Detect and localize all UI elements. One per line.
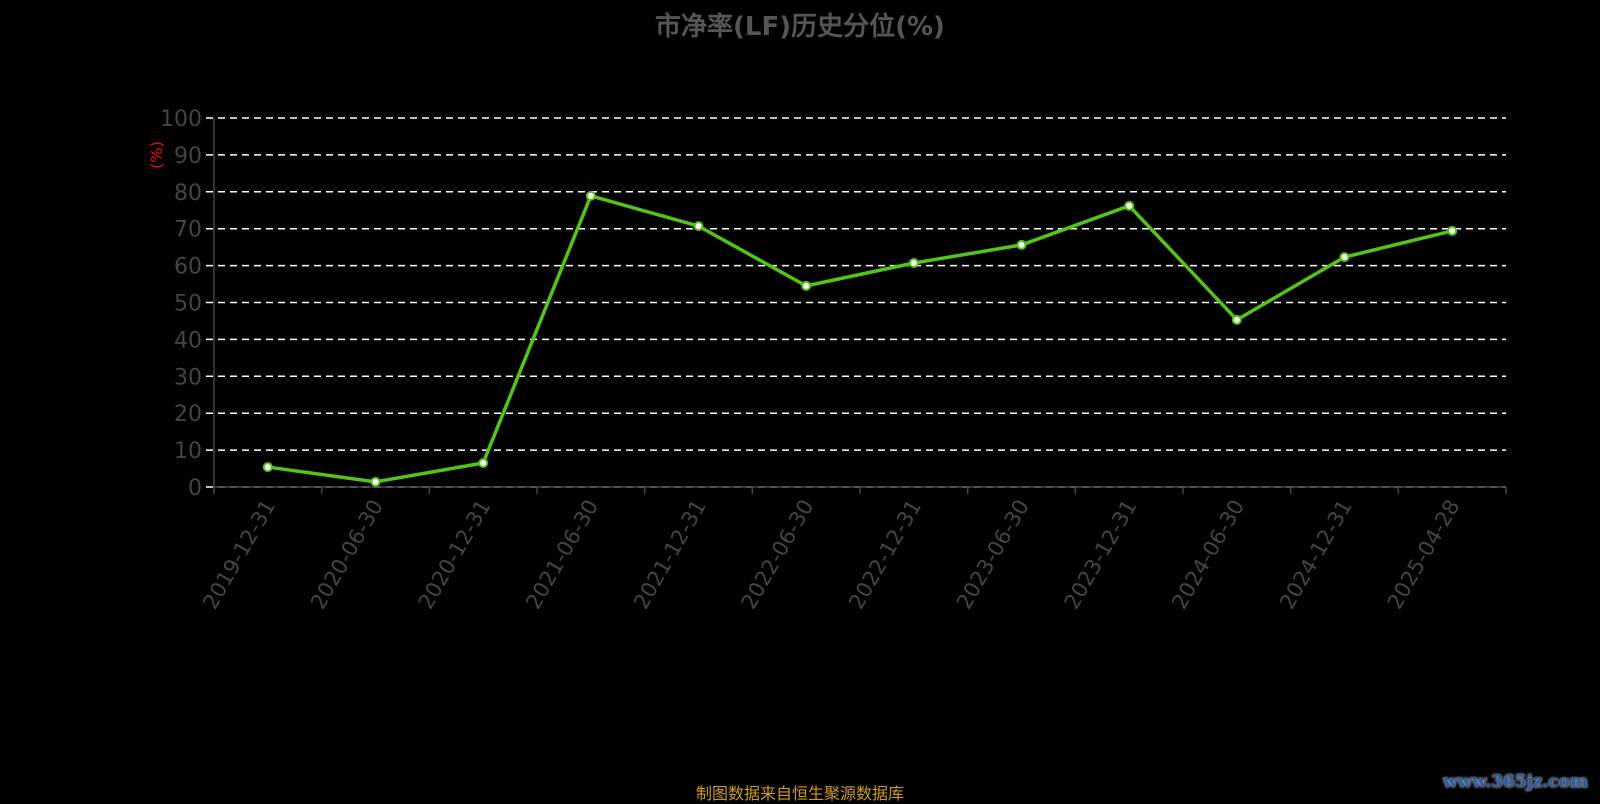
- data-point: [1447, 225, 1458, 236]
- data-source-footer: 制图数据来自恒生聚源数据库: [695, 784, 904, 803]
- data-point: [908, 258, 919, 269]
- y-tick-label: 100: [160, 107, 202, 132]
- data-point: [370, 476, 381, 487]
- x-tick-label: 2023-12-31: [1060, 496, 1142, 614]
- y-tick-label: 80: [174, 181, 202, 206]
- data-point: [1231, 314, 1242, 325]
- x-tick-label: 2020-12-31: [414, 496, 496, 614]
- x-tick-label: 2022-12-31: [844, 496, 926, 614]
- x-tick-label: 2024-06-30: [1167, 496, 1249, 614]
- data-point: [262, 462, 273, 473]
- x-tick-label: 2021-12-31: [629, 496, 711, 614]
- x-tick-label: 2025-04-28: [1383, 496, 1465, 614]
- chart-title: 市净率(LF)历史分位(%): [655, 12, 945, 42]
- data-point: [1339, 252, 1350, 263]
- y-tick-label: 30: [174, 365, 202, 390]
- data-point: [1124, 200, 1135, 211]
- x-tick-label: 2022-06-30: [737, 496, 819, 614]
- data-point: [1016, 239, 1027, 250]
- x-tick-label: 2021-06-30: [521, 496, 603, 614]
- watermark-logo: www.365jz.com: [1443, 772, 1588, 792]
- data-point: [693, 221, 704, 232]
- data-point: [478, 458, 489, 469]
- y-tick-label: 0: [188, 476, 202, 501]
- series-line: [267, 194, 1453, 484]
- y-tick-label: 40: [174, 328, 202, 353]
- y-tick-label: 60: [174, 255, 202, 280]
- y-axis-label: (%): [147, 141, 166, 169]
- y-tick-label: 70: [174, 218, 202, 243]
- x-tick-label: 2020-06-30: [306, 496, 388, 614]
- x-tick-label: 2023-06-30: [952, 496, 1034, 614]
- data-point: [801, 280, 812, 291]
- y-tick-label: 10: [174, 439, 202, 464]
- x-tick-label: 2024-12-31: [1275, 496, 1357, 614]
- y-tick-label: 90: [174, 144, 202, 169]
- x-tick-label: 2019-12-31: [198, 496, 280, 614]
- data-point: [585, 190, 596, 201]
- y-tick-label: 20: [174, 402, 202, 427]
- y-tick-label: 50: [174, 292, 202, 317]
